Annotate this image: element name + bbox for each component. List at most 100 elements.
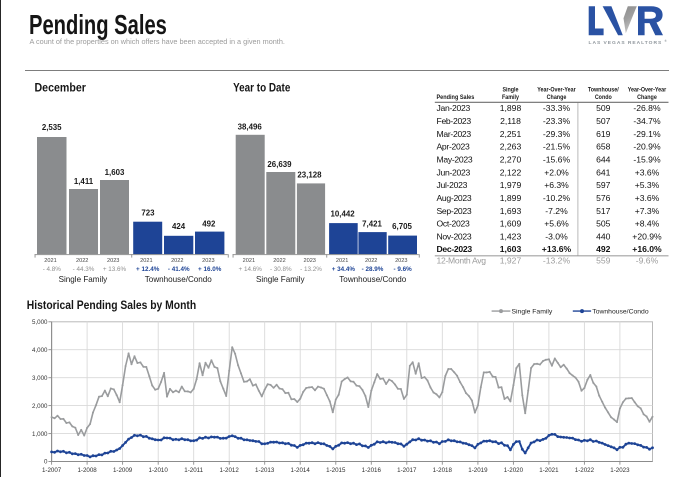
svg-text:2023: 2023 — [303, 258, 315, 264]
svg-text:2022: 2022 — [365, 258, 377, 264]
svg-text:4,000: 4,000 — [32, 347, 48, 354]
svg-text:Apr-2023: Apr-2023 — [437, 142, 470, 152]
svg-text:+ 13.6%: + 13.6% — [103, 266, 127, 273]
svg-text:2021: 2021 — [44, 258, 56, 264]
svg-text:1,899: 1,899 — [500, 193, 522, 203]
svg-text:1,927: 1,927 — [500, 256, 522, 266]
svg-text:1-2020: 1-2020 — [504, 467, 524, 474]
svg-text:2023: 2023 — [395, 258, 407, 264]
svg-text:38,496: 38,496 — [238, 123, 263, 132]
svg-text:- 44.3%: - 44.3% — [73, 266, 95, 273]
svg-text:26,639: 26,639 — [267, 160, 292, 169]
svg-text:Townhouse/Condo: Townhouse/Condo — [145, 275, 213, 284]
svg-text:23,128: 23,128 — [297, 171, 322, 180]
svg-text:1-2021: 1-2021 — [539, 467, 559, 474]
svg-text:Dec-2023: Dec-2023 — [437, 244, 473, 254]
svg-text:424: 424 — [172, 222, 186, 231]
svg-text:1-2019: 1-2019 — [468, 467, 488, 474]
svg-text:1-2014: 1-2014 — [291, 467, 311, 474]
svg-text:- 30.8%: - 30.8% — [270, 266, 292, 273]
svg-text:492: 492 — [202, 219, 216, 228]
svg-text:-10.2%: -10.2% — [543, 193, 571, 203]
svg-text:Family: Family — [502, 95, 520, 101]
svg-text:+6.3%: +6.3% — [544, 180, 569, 190]
svg-text:-13.2%: -13.2% — [543, 256, 571, 266]
svg-text:644: 644 — [596, 155, 611, 165]
svg-text:Aug-2023: Aug-2023 — [437, 193, 472, 203]
svg-text:Sep-2023: Sep-2023 — [437, 206, 472, 216]
svg-text:+ 12.4%: + 12.4% — [136, 266, 160, 273]
svg-text:597: 597 — [596, 180, 611, 190]
svg-text:-33.3%: -33.3% — [543, 103, 571, 113]
svg-text:641: 641 — [596, 167, 611, 177]
svg-text:1-2013: 1-2013 — [255, 467, 275, 474]
svg-text:2022: 2022 — [171, 258, 183, 264]
svg-text:December: December — [34, 82, 86, 95]
svg-text:Change: Change — [547, 95, 567, 101]
svg-text:+3.6%: +3.6% — [635, 167, 660, 177]
svg-text:Nov-2023: Nov-2023 — [437, 231, 472, 241]
svg-text:1-2011: 1-2011 — [184, 467, 203, 474]
svg-text:2,000: 2,000 — [32, 403, 48, 410]
svg-text:- 28.9%: - 28.9% — [362, 266, 384, 273]
svg-text:Single Family: Single Family — [256, 275, 306, 284]
svg-text:- 9.6%: - 9.6% — [393, 266, 412, 273]
svg-text:2,270: 2,270 — [500, 155, 522, 165]
svg-text:559: 559 — [596, 256, 611, 266]
svg-text:1-2018: 1-2018 — [433, 467, 453, 474]
svg-text:1-2007: 1-2007 — [42, 467, 62, 474]
svg-text:- 13.2%: - 13.2% — [300, 266, 322, 273]
svg-text:6,705: 6,705 — [392, 222, 412, 231]
svg-text:1-2017: 1-2017 — [397, 467, 417, 474]
svg-text:517: 517 — [596, 206, 611, 216]
svg-text:492: 492 — [596, 244, 611, 254]
svg-text:+ 14.6%: + 14.6% — [239, 266, 263, 273]
svg-text:Condo: Condo — [595, 95, 612, 101]
svg-text:2,251: 2,251 — [500, 129, 522, 139]
svg-text:1,693: 1,693 — [500, 206, 522, 216]
svg-text:1,411: 1,411 — [74, 177, 94, 186]
svg-text:Townhouse/: Townhouse/ — [588, 87, 619, 93]
svg-text:2023: 2023 — [202, 258, 214, 264]
svg-text:-21.5%: -21.5% — [543, 142, 571, 152]
svg-text:-29.1%: -29.1% — [633, 129, 661, 139]
svg-text:12-Month Avg: 12-Month Avg — [437, 256, 487, 266]
svg-text:2,118: 2,118 — [500, 116, 521, 126]
svg-text:7,421: 7,421 — [362, 220, 382, 229]
svg-text:Single Family: Single Family — [59, 275, 109, 284]
svg-text:1-2022: 1-2022 — [575, 467, 595, 474]
svg-text:2022: 2022 — [273, 258, 285, 264]
svg-text:-23.3%: -23.3% — [543, 116, 571, 126]
svg-text:Single: Single — [502, 87, 518, 93]
svg-text:2021: 2021 — [243, 258, 255, 264]
svg-text:1,423: 1,423 — [500, 231, 522, 241]
svg-text:Townhouse/Condo: Townhouse/Condo — [592, 309, 649, 316]
svg-text:LAS VEGAS REALTORS: LAS VEGAS REALTORS — [589, 40, 663, 46]
svg-text:-9.6%: -9.6% — [636, 256, 659, 266]
svg-text:2,535: 2,535 — [42, 123, 62, 132]
svg-text:576: 576 — [596, 193, 611, 203]
svg-text:723: 723 — [141, 208, 155, 217]
svg-text:2,122: 2,122 — [500, 167, 522, 177]
svg-text:Feb-2023: Feb-2023 — [437, 116, 472, 126]
svg-text:Townhouse/Condo: Townhouse/Condo — [339, 275, 407, 284]
svg-text:658: 658 — [596, 142, 611, 152]
svg-text:Historical Pending Sales by Mo: Historical Pending Sales by Month — [27, 299, 196, 312]
svg-text:2021: 2021 — [140, 258, 152, 264]
svg-text:-3.0%: -3.0% — [545, 231, 568, 241]
svg-text:Jun-2023: Jun-2023 — [437, 167, 471, 177]
svg-text:1,603: 1,603 — [500, 244, 522, 254]
svg-text:1-2016: 1-2016 — [362, 467, 382, 474]
svg-text:2,263: 2,263 — [500, 142, 522, 152]
svg-text:Oct-2023: Oct-2023 — [437, 219, 470, 229]
svg-text:1-2009: 1-2009 — [113, 467, 133, 474]
svg-text:Year-Over-Year: Year-Over-Year — [628, 87, 667, 93]
svg-text:+3.6%: +3.6% — [635, 193, 660, 203]
svg-text:-15.9%: -15.9% — [633, 155, 661, 165]
svg-text:+5.6%: +5.6% — [544, 219, 569, 229]
svg-text:Jul-2023: Jul-2023 — [437, 180, 468, 190]
svg-text:Mar-2023: Mar-2023 — [437, 129, 472, 139]
svg-text:505: 505 — [596, 219, 611, 229]
svg-text:-26.8%: -26.8% — [633, 103, 661, 113]
svg-text:Year to Date: Year to Date — [233, 82, 290, 95]
